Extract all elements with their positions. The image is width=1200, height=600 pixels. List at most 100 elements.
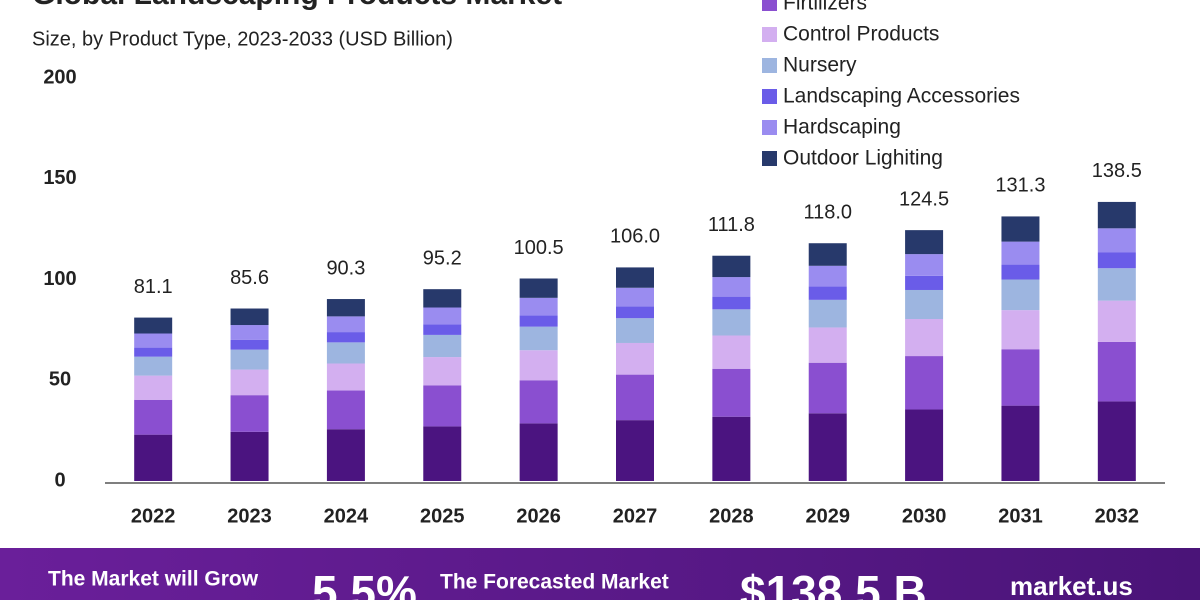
bar-segment [1001, 216, 1040, 242]
bar-segment [134, 347, 173, 357]
bar-segment [1097, 401, 1136, 481]
chart-subtitle: Size, by Product Type, 2023-2033 (USD Bi… [32, 28, 453, 50]
bar-segment [423, 307, 462, 325]
bar-segment [1001, 405, 1040, 481]
x-tick-label: 2027 [613, 505, 658, 527]
bar-segment [616, 267, 654, 288]
y-tick-label: 0 [54, 469, 65, 491]
bar-segment [712, 296, 751, 310]
bar-segment [230, 308, 269, 326]
y-tick-label: 50 [49, 369, 71, 391]
x-tick-label: 2024 [324, 505, 369, 527]
bar-segment [905, 254, 944, 276]
bar-segment [326, 363, 365, 391]
bar-segment [326, 429, 365, 481]
bar-segment [1001, 279, 1040, 311]
bar-segment [808, 286, 847, 300]
bar-segment [712, 368, 751, 417]
bar-segment [712, 416, 751, 481]
x-tick-label: 2029 [805, 505, 850, 527]
bar-segment [905, 356, 944, 410]
bar-segment [519, 350, 558, 381]
total-label: 111.8 [708, 214, 755, 236]
bar-segment [519, 278, 558, 298]
bar-segment [230, 431, 269, 481]
total-label: 81.1 [134, 276, 173, 298]
x-tick-label: 2031 [998, 505, 1043, 527]
total-label: 124.5 [899, 188, 949, 210]
banner-text: The Market will Grow [48, 568, 259, 591]
bar-segment [1097, 300, 1136, 342]
legend-swatch [762, 58, 777, 73]
total-label: 85.6 [230, 267, 269, 289]
bar-segment [905, 409, 944, 481]
bar-segment [1097, 201, 1136, 229]
legend-swatch [762, 151, 777, 166]
bar-segment [230, 369, 269, 396]
bar-segment [808, 243, 847, 266]
bar-segment [326, 316, 365, 333]
bar-segment [423, 289, 462, 308]
bar-segment [905, 289, 944, 319]
bar-segment [808, 413, 847, 481]
bar-segment [134, 434, 173, 481]
x-tick-label: 2022 [131, 505, 176, 527]
legend-label: Nursery [783, 54, 857, 77]
bar-segment [808, 299, 847, 328]
bar-segment [616, 374, 654, 421]
bar-segment [1097, 341, 1136, 402]
bar-segment [326, 299, 365, 317]
total-label: 100.5 [514, 237, 564, 259]
bar-segment [423, 385, 462, 427]
bar-segment [423, 426, 462, 481]
bar-segment [134, 399, 173, 435]
y-tick-label: 100 [43, 268, 76, 290]
bar-segment [423, 324, 462, 335]
bar-segment [230, 339, 269, 350]
bar-segment [1097, 228, 1136, 253]
legend-label: Control Products [783, 23, 939, 46]
legend-swatch [762, 89, 777, 104]
bar-segment [423, 334, 462, 358]
bar-segment [230, 325, 269, 340]
banner [0, 548, 1200, 600]
banner-cagr: 5.5% [312, 566, 417, 600]
total-label: 106.0 [610, 226, 660, 248]
legend-swatch [762, 120, 777, 135]
bar-segment [712, 309, 751, 336]
bar-segment [712, 255, 751, 278]
bar-segment [1001, 310, 1040, 350]
bar-segment [519, 380, 558, 424]
total-label: 95.2 [423, 247, 462, 269]
legend-label: Outdoor Lighiting [783, 147, 943, 170]
total-label: 90.3 [326, 257, 365, 279]
x-tick-label: 2032 [1095, 505, 1140, 527]
bar-segment [326, 390, 365, 430]
x-tick-label: 2026 [516, 505, 561, 527]
bar-segment [326, 332, 365, 343]
bar-segment [519, 297, 558, 316]
bar-segment [616, 342, 654, 375]
bar-segment [1001, 349, 1040, 406]
legend-label: Firtilizers [783, 0, 867, 15]
legend-swatch [762, 27, 777, 42]
bar-segment [808, 327, 847, 363]
x-tick-label: 2023 [227, 505, 272, 527]
bar-segment [1001, 241, 1040, 265]
bar-segment [712, 335, 751, 369]
bar-segment [519, 423, 558, 481]
bar-segment [616, 306, 654, 319]
legend-swatch [762, 0, 777, 11]
bar-segment [905, 230, 944, 255]
bar-segment [616, 318, 654, 343]
bar-segment [134, 317, 173, 334]
chart-title: Global Landscaping Products Market [32, 0, 562, 11]
bar-segment [905, 318, 944, 357]
x-tick-label: 2025 [420, 505, 465, 527]
bar-segment [519, 326, 558, 351]
bar-segment [1097, 268, 1136, 301]
bar-segment [712, 277, 751, 297]
bar-segment [423, 357, 462, 386]
total-label: 118.0 [803, 202, 852, 224]
bar-segment [134, 333, 173, 348]
